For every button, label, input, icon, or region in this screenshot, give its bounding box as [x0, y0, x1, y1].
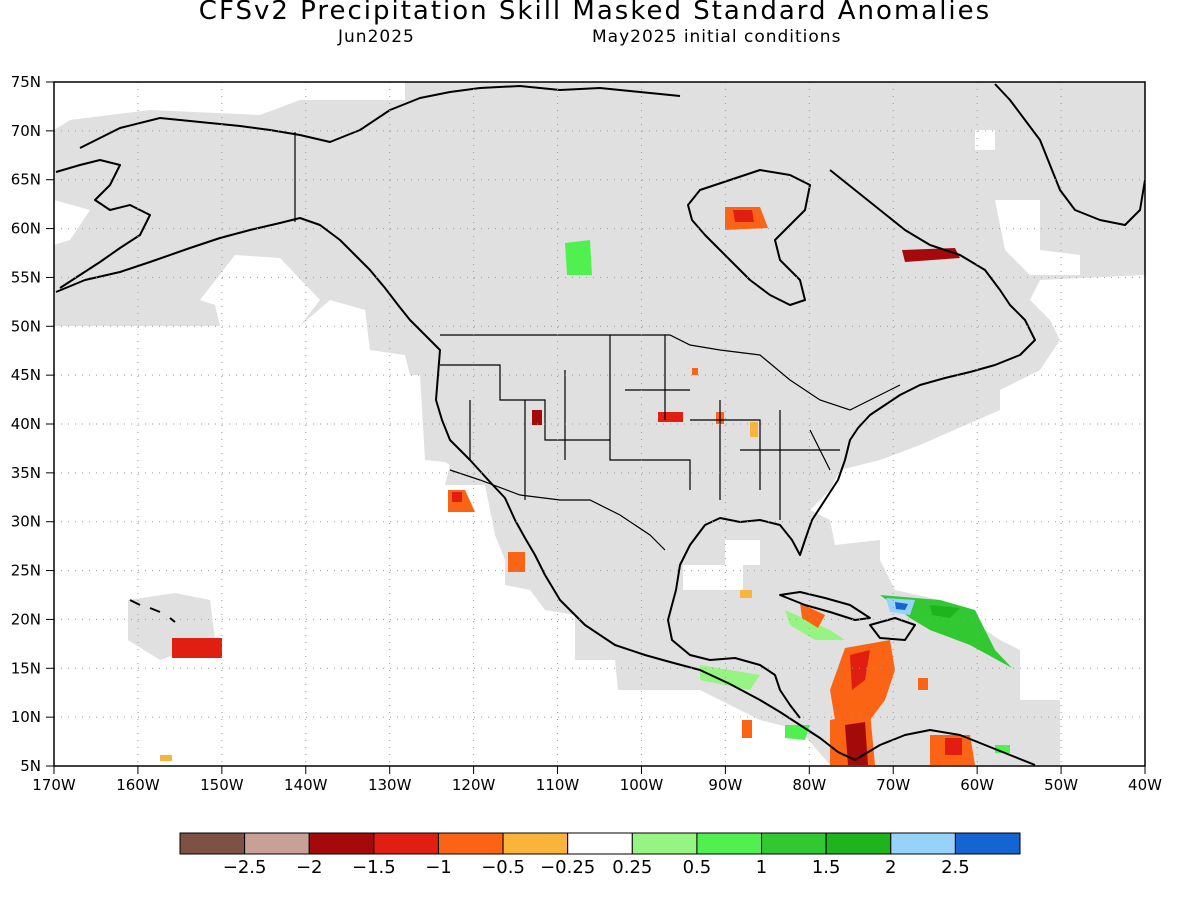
lat-tick-label: 5N — [20, 757, 41, 775]
colorbar-swatch — [761, 832, 827, 855]
colorbar-swatch — [437, 832, 504, 855]
colorbar-label: −2.5 — [223, 857, 267, 878]
lat-tick-label: 25N — [11, 562, 41, 580]
colorbar-swatch — [696, 832, 763, 855]
anomaly-patch — [508, 552, 525, 572]
colorbar-swatch — [308, 832, 375, 855]
forecast-month: Jun2025 — [338, 27, 415, 47]
anomaly-patch — [700, 665, 760, 690]
colorbar-label: 1.5 — [812, 857, 841, 878]
colorbar-swatch — [502, 832, 569, 855]
lat-tick-label: 20N — [11, 610, 41, 628]
colorbar-swatch — [631, 832, 698, 855]
lon-tick-label: 100W — [620, 776, 664, 794]
anomaly-patch — [895, 602, 908, 610]
colorbar-swatch — [244, 832, 310, 855]
lon-tick-label: 140W — [284, 776, 328, 794]
lon-tick-label: 80W — [792, 776, 826, 794]
anomaly-patches — [160, 207, 1012, 765]
colorbar-swatch — [825, 832, 892, 855]
colorbar-label: −1 — [425, 857, 452, 878]
anomaly-patch — [880, 595, 1012, 668]
axis-ticks: 75N 70N 65N 60N 55N 50N 45N 40N 35N 30N 25N 20N 15N 1… — [11, 73, 1162, 794]
colorbar: −2.5 −2 −1.5 −1 −0.5 −0.25 0.25 0.5 1 1.5 2 2.5 — [179, 832, 1021, 878]
anomaly-patch — [800, 603, 825, 628]
lat-tick-label: 60N — [11, 220, 41, 238]
lat-tick-label: 75N — [11, 73, 41, 91]
lon-tick-label: 70W — [876, 776, 910, 794]
lat-tick-label: 65N — [11, 171, 41, 189]
lon-tick-label: 120W — [452, 776, 496, 794]
anomaly-patch — [565, 240, 592, 275]
colorbar-label: −0.25 — [540, 857, 595, 878]
mask-gaps — [54, 82, 1080, 700]
anomaly-patch — [692, 368, 698, 375]
anomaly-patch — [733, 210, 754, 222]
anomaly-patch — [945, 738, 962, 755]
anomaly-patch — [532, 410, 542, 425]
anomaly-patch — [452, 492, 462, 502]
map-title: CFSv2 Precipitation Skill Masked Standar… — [198, 0, 992, 26]
colorbar-swatch — [373, 832, 439, 855]
lat-tick-label: 35N — [11, 464, 41, 482]
anomaly-patch — [850, 650, 870, 690]
colorbar-swatch — [890, 832, 956, 855]
anomaly-patch — [918, 678, 928, 690]
colorbar-label: 2.5 — [941, 857, 970, 878]
colorbar-label: −2 — [296, 857, 323, 878]
coastlines — [55, 83, 1145, 766]
lon-tick-label: 50W — [1044, 776, 1078, 794]
anomaly-patch — [742, 720, 752, 738]
colorbar-label: 1 — [756, 857, 767, 878]
anomaly-patch — [902, 248, 960, 262]
anomaly-patch — [160, 755, 172, 761]
lat-tick-label: 30N — [11, 513, 41, 531]
lon-tick-label: 130W — [368, 776, 412, 794]
anomaly-patch — [750, 422, 758, 437]
lon-tick-label: 60W — [960, 776, 994, 794]
lon-tick-label: 40W — [1128, 776, 1162, 794]
lon-tick-label: 160W — [116, 776, 160, 794]
lat-tick-label: 40N — [11, 415, 41, 433]
colorbar-label: 2 — [885, 857, 896, 878]
colorbar-swatch — [567, 832, 633, 855]
initial-conditions: May2025 initial conditions — [592, 27, 842, 47]
lat-tick-label: 50N — [11, 317, 41, 335]
anomaly-patch — [785, 725, 810, 740]
lat-tick-label: 55N — [11, 268, 41, 286]
lat-tick-label: 45N — [11, 366, 41, 384]
colorbar-label: 0.25 — [612, 857, 652, 878]
anomaly-patch — [930, 605, 960, 618]
lat-tick-label: 15N — [11, 659, 41, 677]
political-borders — [294, 132, 901, 551]
anomaly-patch — [995, 745, 1010, 753]
anomaly-patch — [172, 638, 222, 658]
colorbar-swatch — [954, 832, 1021, 855]
lon-tick-label: 170W — [32, 776, 76, 794]
colorbar-label: −1.5 — [352, 857, 396, 878]
lon-tick-label: 90W — [708, 776, 742, 794]
anomaly-patch — [845, 722, 868, 765]
anomaly-patch — [658, 412, 683, 422]
anomaly-patch — [740, 590, 752, 598]
lat-tick-label: 70N — [11, 122, 41, 140]
colorbar-swatch — [179, 832, 246, 855]
lon-tick-label: 110W — [536, 776, 580, 794]
lon-tick-label: 150W — [200, 776, 244, 794]
colorbar-label: 0.5 — [683, 857, 712, 878]
lat-tick-label: 10N — [11, 708, 41, 726]
colorbar-label: −0.5 — [481, 857, 525, 878]
